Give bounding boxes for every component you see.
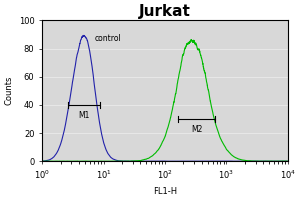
Text: control: control (94, 34, 121, 43)
X-axis label: FL1-H: FL1-H (153, 187, 177, 196)
Title: Jurkat: Jurkat (139, 4, 191, 19)
Text: M2: M2 (191, 125, 202, 134)
Y-axis label: Counts: Counts (4, 76, 13, 105)
Text: M1: M1 (78, 111, 90, 120)
